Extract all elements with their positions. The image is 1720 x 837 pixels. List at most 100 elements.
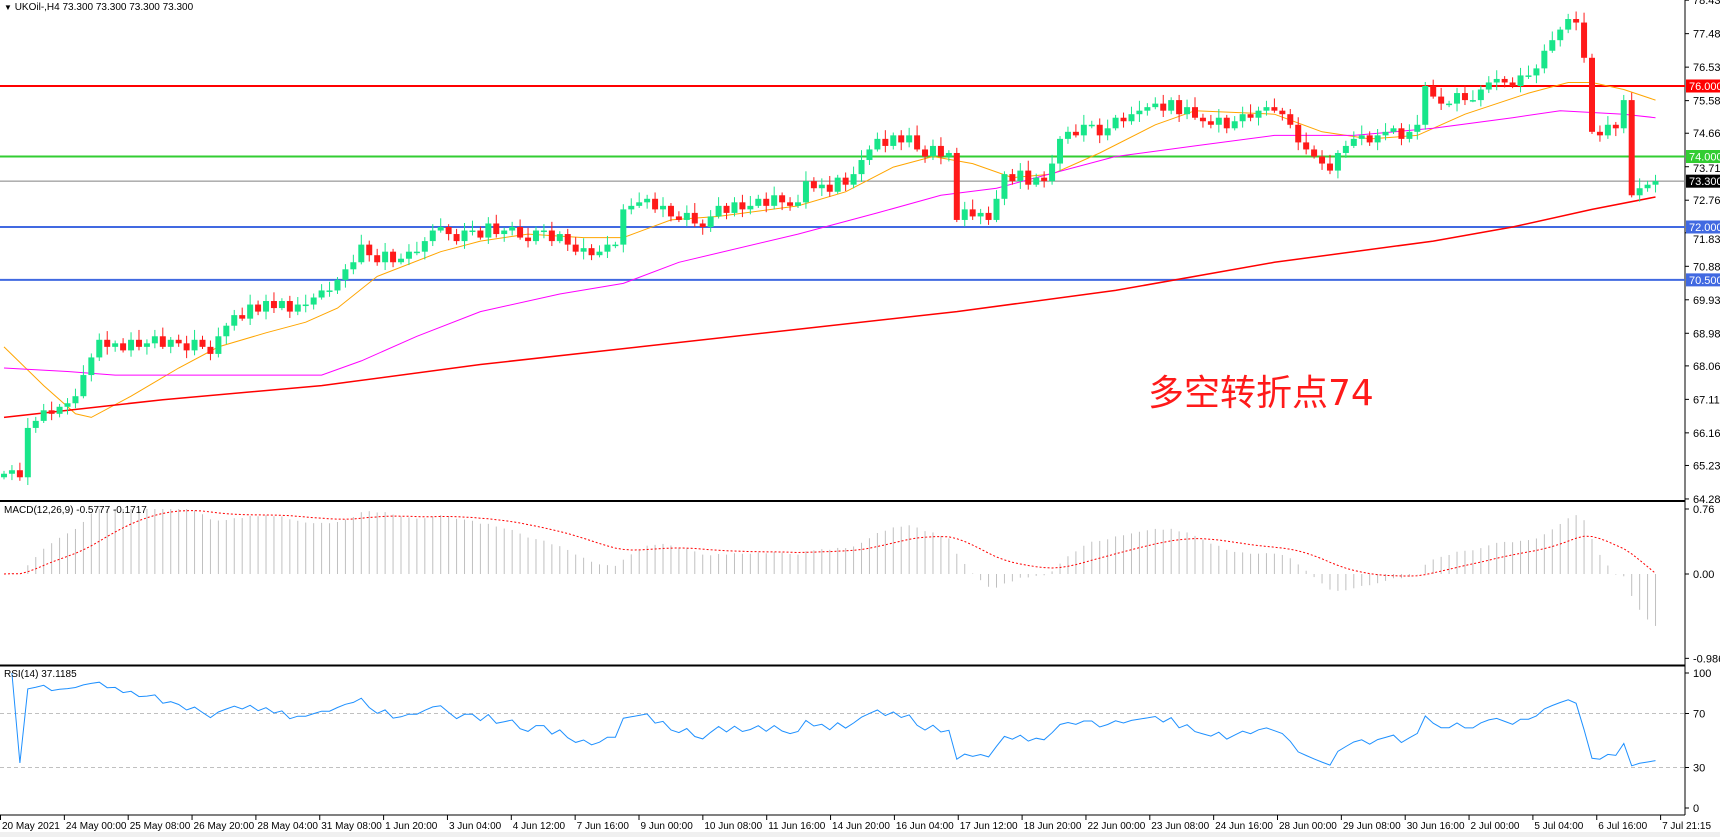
candle-bull bbox=[1255, 110, 1262, 118]
candle-bull bbox=[413, 251, 420, 254]
candle-bear bbox=[286, 301, 293, 312]
candle-bear bbox=[1326, 163, 1333, 171]
status-strip bbox=[0, 832, 1720, 837]
candle-bear bbox=[183, 343, 190, 351]
rsi-tick-label: 0 bbox=[1693, 803, 1699, 815]
candle-bear bbox=[787, 202, 794, 206]
time-tick-label: 31 May 08:00 bbox=[321, 821, 382, 832]
time-tick-label: 26 May 20:00 bbox=[194, 821, 255, 832]
candle-bull bbox=[342, 269, 349, 280]
rsi-label: RSI(14) 37.1185 bbox=[4, 669, 77, 680]
candle-bull bbox=[24, 427, 31, 478]
price-label-box bbox=[1686, 79, 1720, 93]
time-tick-label: 10 Jun 08:00 bbox=[704, 821, 762, 832]
candle-bull bbox=[1541, 50, 1548, 69]
symbol-label: UKOil-,H4 bbox=[14, 2, 60, 13]
candle-bear bbox=[937, 145, 944, 157]
price-tick-label: 72.760 bbox=[1693, 195, 1720, 207]
time-tick-label: 20 May 2021 bbox=[2, 821, 60, 832]
candle-bear bbox=[826, 184, 833, 192]
candle-bear bbox=[739, 202, 746, 210]
price-tick-label: 78.435 bbox=[1693, 0, 1720, 7]
candle-bear bbox=[985, 212, 992, 220]
candle-bear bbox=[1096, 124, 1103, 136]
time-tick-label: 18 Jun 20:00 bbox=[1024, 821, 1082, 832]
candle-bull bbox=[1104, 128, 1111, 136]
candle-bear bbox=[723, 205, 730, 213]
time-tick-label: 28 May 04:00 bbox=[257, 821, 318, 832]
candle-bear bbox=[548, 230, 555, 242]
candle-bull bbox=[1136, 110, 1143, 115]
candle-bull bbox=[469, 230, 476, 233]
candle-bull bbox=[1446, 103, 1453, 106]
time-tick-label: 4 Jun 12:00 bbox=[513, 821, 566, 832]
candle-bull bbox=[56, 406, 63, 414]
candle-bull bbox=[1049, 163, 1056, 182]
price-tick-label: 70.885 bbox=[1693, 261, 1720, 273]
candle-bear bbox=[104, 339, 111, 347]
price-tick-label: 75.585 bbox=[1693, 96, 1720, 108]
candle-bull bbox=[874, 138, 881, 150]
candle-bull bbox=[358, 244, 365, 263]
candle-bull bbox=[350, 262, 357, 270]
candle-bear bbox=[390, 251, 397, 263]
candle-bull bbox=[112, 343, 119, 347]
candle-bull bbox=[501, 230, 508, 235]
candle-bear bbox=[699, 223, 706, 227]
candle-bull bbox=[96, 339, 103, 358]
macd-signal-line bbox=[3, 510, 1656, 577]
candle-bull bbox=[1215, 117, 1222, 125]
price-tick-label: 68.060 bbox=[1693, 361, 1720, 373]
triangle-down-icon[interactable]: ▼ bbox=[4, 3, 12, 12]
candle-bull bbox=[1184, 107, 1191, 115]
candle-bull bbox=[1620, 100, 1627, 129]
candle-bull bbox=[310, 297, 317, 305]
candle-bear bbox=[374, 255, 381, 263]
candle-bear bbox=[1581, 22, 1588, 58]
candle-bull bbox=[906, 135, 913, 143]
candle-bull bbox=[1406, 131, 1413, 139]
candle-bull bbox=[437, 227, 444, 231]
candle-bull bbox=[1414, 124, 1421, 132]
candle-bull bbox=[715, 205, 722, 217]
candle-bear bbox=[1207, 121, 1214, 125]
candle-bull bbox=[755, 198, 762, 206]
candle-bull bbox=[802, 181, 809, 203]
ohlc-readout: 73.300 73.300 73.300 73.300 bbox=[62, 2, 194, 13]
price-tick-label: 68.985 bbox=[1693, 328, 1720, 340]
candle-bull bbox=[88, 357, 95, 376]
candle-bull bbox=[818, 184, 825, 189]
candle-bull bbox=[628, 205, 635, 210]
candle-bear bbox=[1596, 131, 1603, 136]
candle-bull bbox=[334, 279, 341, 291]
candle-bull bbox=[247, 304, 254, 319]
candle-bull bbox=[1374, 135, 1381, 143]
candle-bull bbox=[1334, 152, 1341, 171]
candle-bear bbox=[517, 227, 524, 238]
candle-bull bbox=[1549, 40, 1556, 51]
candle-bull bbox=[80, 375, 87, 397]
candle-bull bbox=[1033, 177, 1040, 185]
candle-bull bbox=[1017, 170, 1024, 182]
candle-bull bbox=[318, 290, 325, 298]
candle-bear bbox=[1009, 174, 1016, 182]
time-tick-label: 16 Jun 04:00 bbox=[896, 821, 954, 832]
candle-bull bbox=[683, 212, 690, 220]
candle-bear bbox=[1120, 117, 1127, 122]
price-tick-label: 77.485 bbox=[1693, 29, 1720, 41]
candle-bear bbox=[239, 315, 246, 319]
moving-average-line bbox=[3, 110, 1656, 376]
candle-bull bbox=[151, 336, 158, 344]
candle-bear bbox=[572, 244, 579, 252]
candle-bull bbox=[945, 152, 952, 157]
candle-bear bbox=[953, 152, 960, 220]
candle-bear bbox=[898, 135, 905, 143]
candle-bull bbox=[128, 339, 135, 351]
candle-bear bbox=[1199, 117, 1206, 122]
price-label-box bbox=[1686, 273, 1720, 287]
candle-bear bbox=[199, 339, 206, 347]
candle-bull bbox=[850, 174, 857, 185]
candle-bear bbox=[16, 470, 23, 478]
candle-bull bbox=[612, 244, 619, 247]
